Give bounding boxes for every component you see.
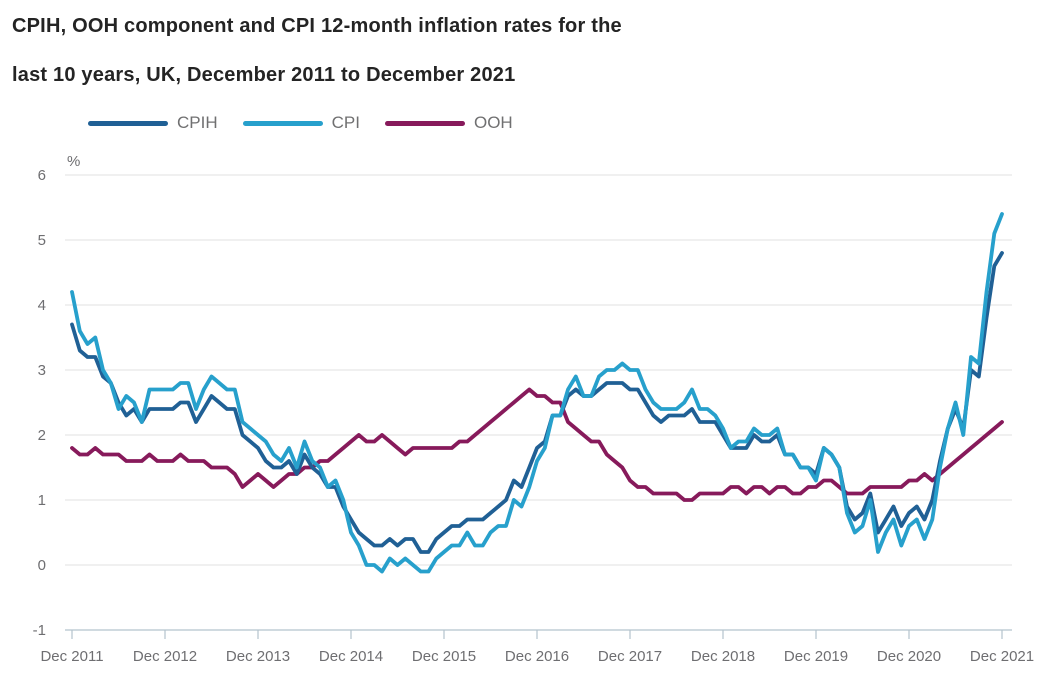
- x-axis-tick-label: Dec 2021: [970, 648, 1034, 665]
- legend-item-cpih: CPIH: [88, 113, 218, 133]
- x-axis-tick-label: Dec 2011: [40, 648, 103, 665]
- series-line-ooh: [70, 387, 1004, 502]
- y-axis-tick-label: 5: [38, 232, 46, 249]
- legend-swatch-cpih: [88, 120, 168, 126]
- series-line-cpih: [70, 251, 1004, 554]
- y-axis-tick-label: 2: [38, 427, 46, 444]
- y-axis-tick-label: 1: [38, 492, 46, 509]
- legend-swatch-ooh: [384, 120, 465, 126]
- legend-item-cpi: CPI: [242, 113, 360, 133]
- y-axis-unit-label: %: [67, 153, 80, 170]
- x-axis-tick-label: Dec 2016: [505, 648, 569, 665]
- legend-label-ooh: OOH: [473, 113, 513, 132]
- x-axis-tick-label: Dec 2012: [133, 648, 197, 665]
- x-axis-tick-label: Dec 2013: [226, 648, 290, 665]
- x-axis-tick-label: Dec 2015: [412, 648, 476, 665]
- y-axis-tick-label: 6: [38, 167, 46, 184]
- series-line-cpi: [70, 212, 1004, 574]
- legend-swatch-cpi: [242, 120, 323, 126]
- x-axis-tick-label: Dec 2014: [319, 648, 383, 665]
- legend-item-ooh: OOH: [384, 113, 513, 133]
- x-axis-tick-label: Dec 2017: [598, 648, 662, 665]
- x-axis-tick-label: Dec 2019: [784, 648, 848, 665]
- y-axis-tick-label: -1: [33, 622, 46, 639]
- y-axis-tick-label: 0: [38, 557, 46, 574]
- y-axis-tick-label: 3: [38, 362, 46, 379]
- x-axis-tick-label: Dec 2018: [691, 648, 755, 665]
- chart-title: CPIH, OOH component and CPI 12-month inf…: [12, 2, 622, 100]
- legend-label-cpi: CPI: [331, 113, 360, 132]
- x-axis-tick-label: Dec 2020: [877, 648, 941, 665]
- y-axis-tick-label: 4: [38, 297, 46, 314]
- chart-legend: CPIH CPI OOH: [88, 113, 513, 133]
- chart-title-line-2: last 10 years, UK, December 2011 to Dece…: [12, 64, 516, 86]
- chart-title-line-1: CPIH, OOH component and CPI 12-month inf…: [12, 15, 622, 37]
- legend-label-cpih: CPIH: [177, 113, 218, 132]
